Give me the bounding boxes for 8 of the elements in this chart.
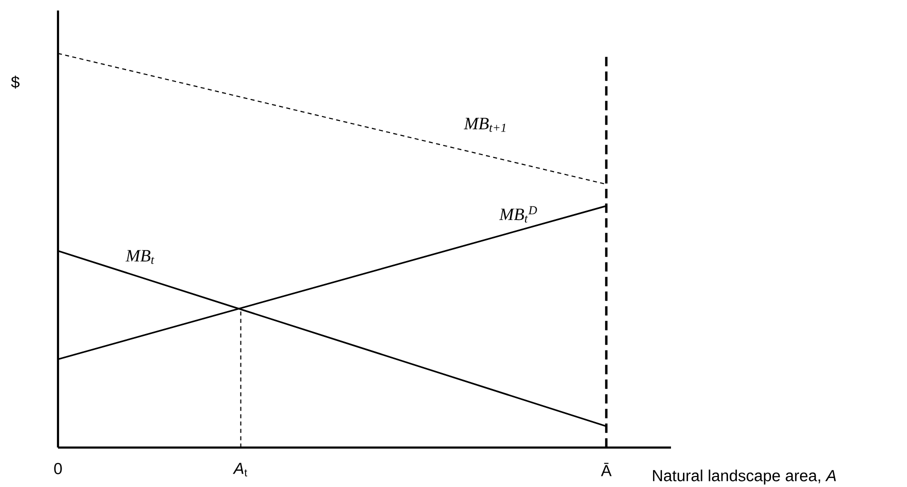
- series-label: MB$_{t}$D: [499, 206, 537, 223]
- series-label: MB$_{t}$: [126, 250, 154, 264]
- x-tick-label: 0: [54, 462, 62, 474]
- series-label: MB$_{t+1}$: [464, 118, 506, 132]
- x-axis-title: Natural landscape area, A: [653, 470, 836, 484]
- x-tick-label: Ā: [600, 462, 612, 476]
- y-axis-title: $: [11, 76, 20, 89]
- x-tick-label: A$_{t}$: [232, 462, 248, 476]
